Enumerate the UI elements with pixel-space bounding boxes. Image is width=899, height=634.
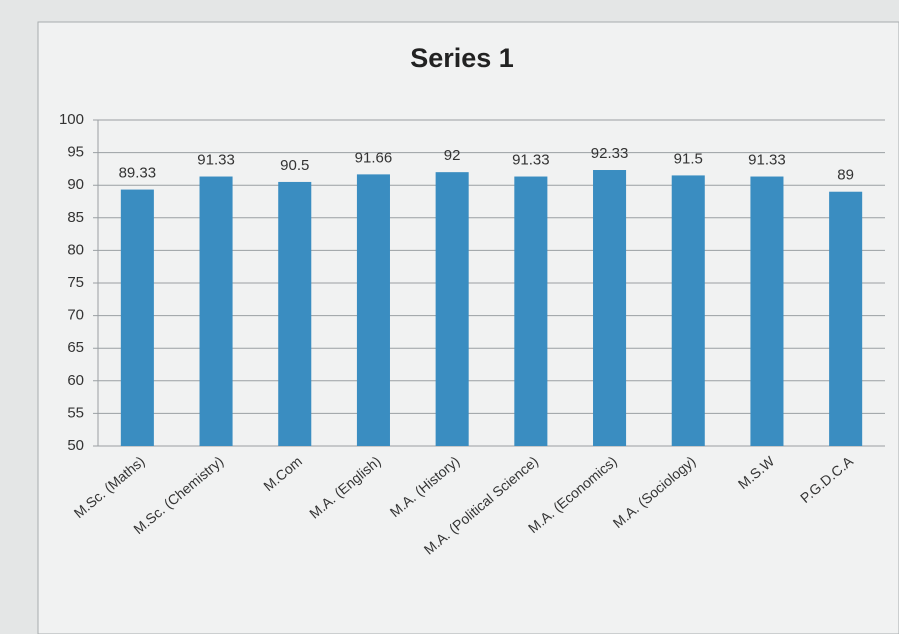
data-label: 89 [837, 167, 854, 184]
data-label: 91.33 [197, 151, 235, 168]
y-tick-label: 70 [67, 307, 84, 324]
data-label: 92.33 [591, 145, 629, 162]
y-tick-label: 85 [67, 209, 84, 226]
data-label: 92 [444, 147, 461, 164]
bar [671, 175, 705, 447]
bar [829, 191, 863, 446]
y-tick-label: 90 [67, 176, 84, 193]
bar [356, 174, 390, 446]
data-label: 90.5 [280, 157, 309, 174]
y-tick-label: 50 [67, 437, 84, 454]
data-label: 91.66 [355, 149, 393, 166]
chart-title: Series 1 [410, 43, 514, 73]
data-label: 91.33 [512, 151, 550, 168]
bar [120, 189, 154, 446]
bar [435, 172, 469, 446]
bar [750, 176, 784, 447]
y-tick-label: 75 [67, 274, 84, 291]
y-tick-label: 65 [67, 339, 84, 356]
bar [199, 176, 233, 447]
data-label: 89.33 [119, 165, 157, 182]
data-label: 91.5 [674, 150, 703, 167]
y-tick-label: 55 [67, 404, 84, 421]
y-tick-label: 80 [67, 241, 84, 258]
bar [514, 176, 548, 447]
bar [593, 170, 627, 446]
y-tick-label: 60 [67, 372, 84, 389]
y-tick-label: 100 [59, 111, 84, 128]
bar [278, 181, 312, 446]
data-label: 91.33 [748, 151, 786, 168]
y-tick-label: 95 [67, 144, 84, 161]
